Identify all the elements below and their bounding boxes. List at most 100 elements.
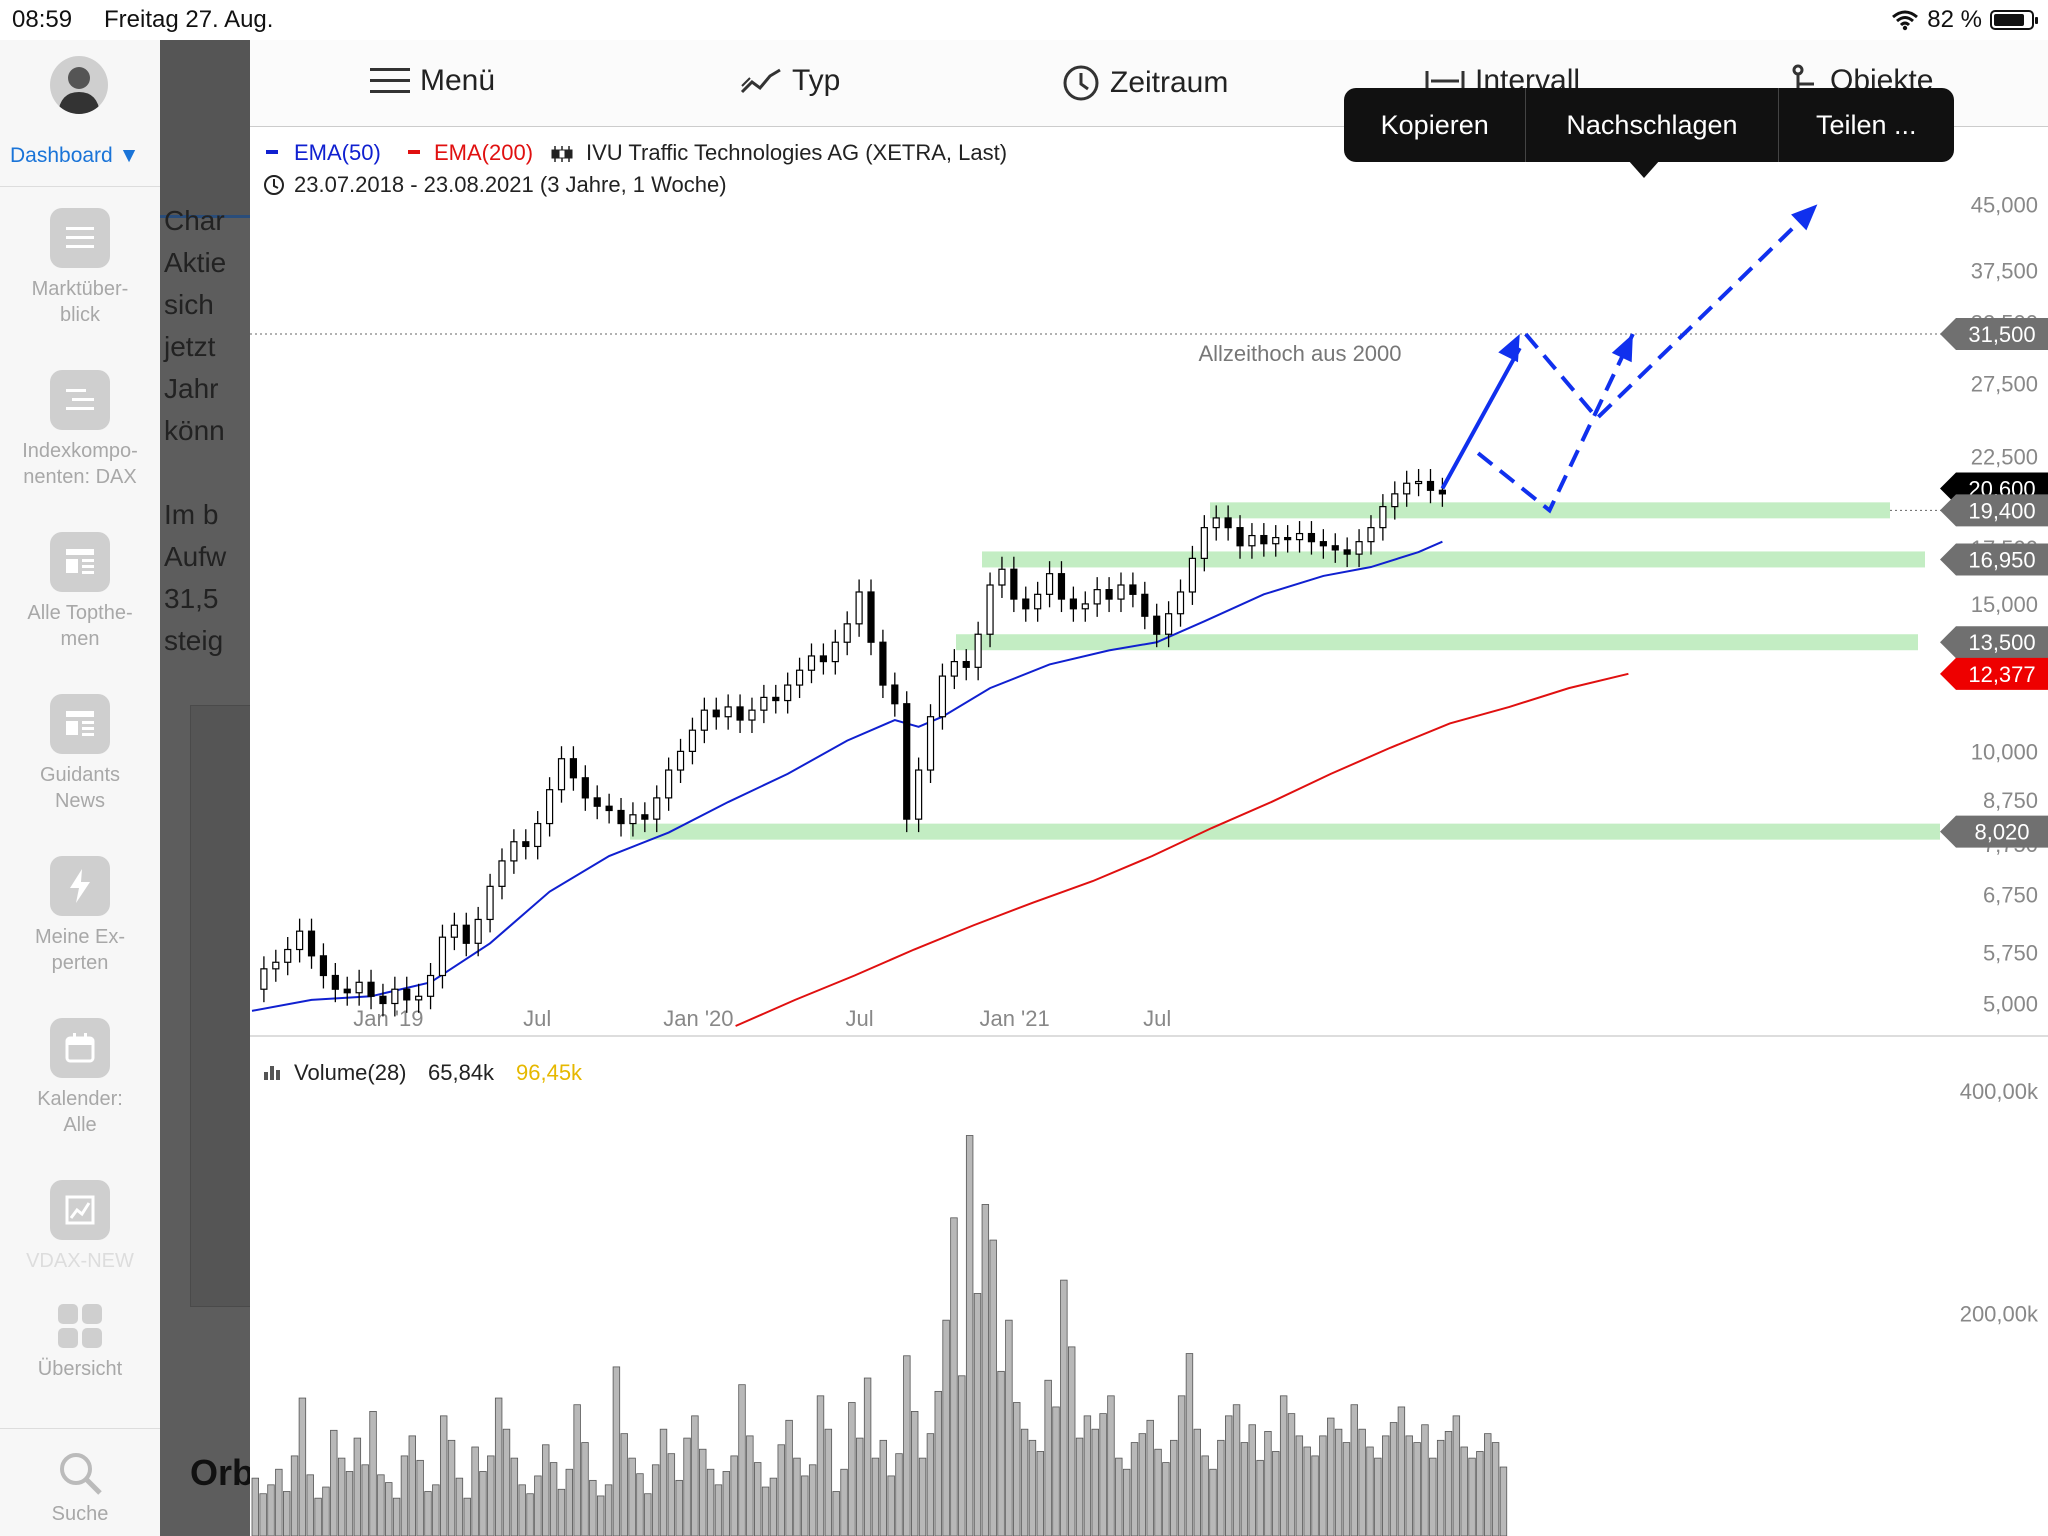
volume-bar xyxy=(793,1457,801,1536)
candle-body xyxy=(760,696,768,711)
candle-body xyxy=(629,814,637,825)
volume-bar xyxy=(1052,1406,1060,1536)
type-button[interactable]: Typ xyxy=(740,64,840,98)
price-tag-label: 13,500 xyxy=(1968,630,2035,655)
volume-bar xyxy=(1091,1428,1099,1536)
sidebar-item-suche[interactable]: Suche xyxy=(0,1428,160,1527)
ema50-legend-label: EMA(50) xyxy=(294,140,381,165)
volume-bar xyxy=(1005,1319,1013,1536)
price-chart[interactable]: EMA(50) EMA(200) IVU Traffic Technologies … xyxy=(250,126,2048,1536)
status-date: Freitag 27. Aug. xyxy=(104,6,274,33)
volume-bar xyxy=(1154,1448,1162,1536)
candle-body xyxy=(391,988,399,1005)
status-bar: 08:59 Freitag 27. Aug. 82 % xyxy=(0,0,2048,40)
volume-bar xyxy=(1303,1446,1311,1536)
candle-body xyxy=(724,706,732,718)
candle-body xyxy=(1236,527,1244,547)
period-label: Zeitraum xyxy=(1110,66,1229,99)
candle-body xyxy=(926,716,935,771)
candle-body xyxy=(486,885,494,921)
volume-bar xyxy=(604,1484,613,1536)
price-tag-label: 16,950 xyxy=(1968,547,2035,572)
candle-body xyxy=(605,805,613,812)
volume-bar xyxy=(1452,1415,1461,1536)
candle-body xyxy=(1260,534,1268,545)
candle-body xyxy=(1331,545,1339,551)
sidebar-item-kalender[interactable]: Kalender: Alle xyxy=(0,1018,160,1138)
y-axis-tick-label: 22,500 xyxy=(1971,444,2038,469)
article-line: Char xyxy=(164,205,225,236)
volume-bar xyxy=(494,1397,503,1536)
volume-bar xyxy=(400,1455,409,1536)
volume-bar xyxy=(1436,1439,1445,1536)
candle-body xyxy=(843,623,851,643)
period-button[interactable]: Zeitraum xyxy=(1062,64,1228,102)
sidebar-item-guidants-news[interactable]: Guidants News xyxy=(0,694,160,814)
chart-toolbar: Menü Typ Zeitraum Intervall Objekte xyxy=(250,40,2048,127)
lookup-menu-item[interactable]: Nachschlagen xyxy=(1526,88,1779,162)
candle-body xyxy=(1379,506,1387,529)
candle-body xyxy=(1093,589,1101,605)
volume-bar xyxy=(542,1444,550,1536)
candle-body xyxy=(712,709,720,718)
volume-bar xyxy=(981,1204,990,1536)
candle-body xyxy=(1022,598,1030,610)
price-tag-label: 8,020 xyxy=(1974,820,2029,845)
sidebar-item-ubersicht[interactable]: Übersicht xyxy=(0,1302,160,1382)
volume-bar xyxy=(895,1453,903,1536)
clock-icon xyxy=(1063,65,1099,101)
sidebar-item-indexkomponenten[interactable]: Indexkompo- nenten: DAX xyxy=(0,370,160,490)
candle-body xyxy=(498,860,506,887)
candle-body xyxy=(1272,536,1280,545)
volume-bar xyxy=(1491,1442,1500,1536)
share-menu-item[interactable]: Teilen ... xyxy=(1816,109,1917,140)
sidebar-item-meine-experten[interactable]: Meine Ex- perten xyxy=(0,856,160,976)
volume-bar xyxy=(628,1457,636,1536)
volume-bar xyxy=(1083,1415,1092,1536)
volume-bar xyxy=(1170,1439,1178,1536)
volume-bar xyxy=(753,1462,762,1536)
index-list-icon xyxy=(50,370,110,430)
volume-bar xyxy=(863,1377,872,1536)
lightning-icon xyxy=(50,856,110,916)
avatar[interactable] xyxy=(50,56,108,114)
article-line: 31,5 xyxy=(164,583,219,614)
menu-button[interactable]: Menü xyxy=(370,64,495,98)
sidebar-item-vdax-new[interactable]: VDAX-NEW xyxy=(0,1180,160,1274)
volume-bar xyxy=(911,1411,919,1536)
candle-body xyxy=(676,750,685,771)
sidebar-item-marktuberblick[interactable]: Marktüber- blick xyxy=(0,208,160,328)
line-chart-icon xyxy=(740,68,781,94)
sidebar-item-alle-topthemen[interactable]: Alle Topthe- men xyxy=(0,532,160,652)
candle-body xyxy=(546,789,554,825)
volume-bar xyxy=(1476,1451,1484,1536)
candle-body xyxy=(1295,532,1304,541)
candle-body xyxy=(831,641,839,663)
volume-bar xyxy=(392,1497,401,1536)
candle-body xyxy=(1307,532,1316,543)
volume-bar xyxy=(432,1484,440,1536)
copy-menu-item[interactable]: Kopieren xyxy=(1344,88,1527,162)
projection-dashed-arrowhead-1 xyxy=(1611,334,1633,363)
candle-body xyxy=(855,591,863,625)
volume-bar xyxy=(1146,1419,1154,1536)
volume-bar xyxy=(283,1491,291,1536)
battery-level xyxy=(1994,14,2024,26)
volume-bar xyxy=(1382,1435,1390,1536)
volume-bar xyxy=(416,1459,424,1536)
projection-solid-arrow xyxy=(1440,347,1522,490)
candle-body xyxy=(1165,613,1173,635)
candle-body xyxy=(462,924,470,944)
volume-bar xyxy=(565,1468,573,1536)
volume-bar xyxy=(1350,1404,1358,1536)
candle-body xyxy=(1153,615,1161,635)
volume-average-label: 96,45k xyxy=(516,1060,583,1085)
dashboard-dropdown[interactable]: Dashboard ▼ xyxy=(10,144,140,167)
candle-body xyxy=(1188,557,1197,593)
volume-bar xyxy=(1460,1446,1468,1536)
background-article: Char Aktie sich jetzt Jahr könn Im b Aufw 31,5 st… xyxy=(160,40,250,1536)
candle-body xyxy=(522,841,530,848)
user-icon xyxy=(58,67,100,114)
volume-bar xyxy=(251,1477,259,1536)
volume-legend-label: Volume(28) xyxy=(294,1060,407,1085)
